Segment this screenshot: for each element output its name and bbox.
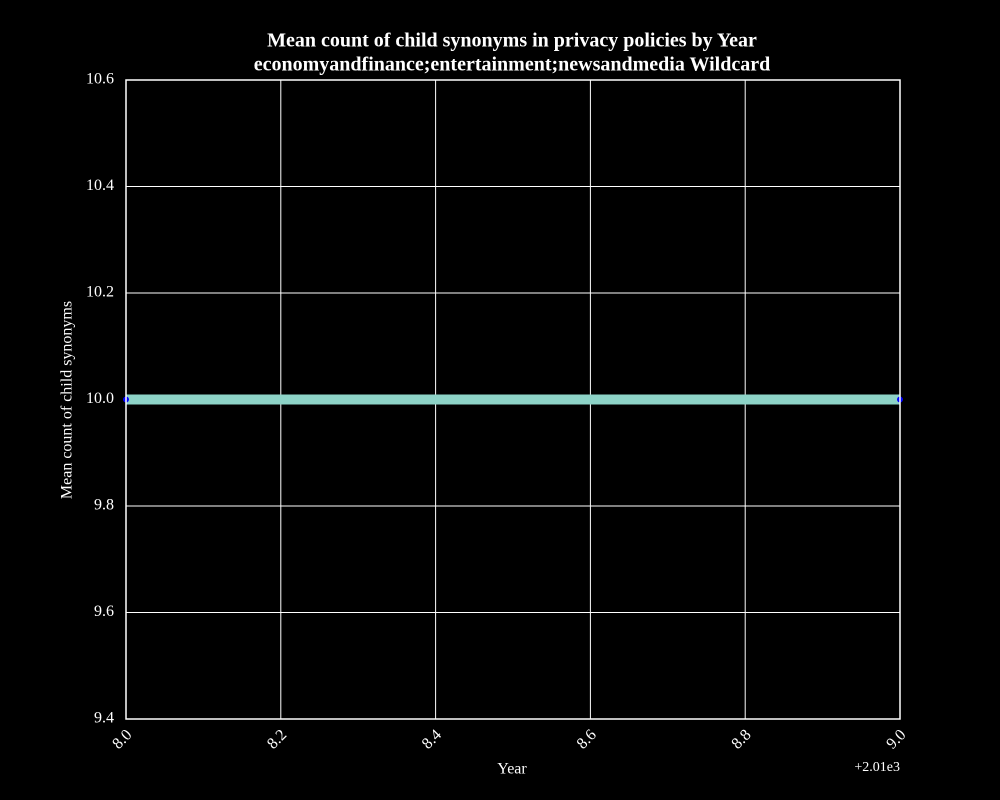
y-tick-label: 9.4 bbox=[94, 710, 114, 727]
chart-subtitle: economyandfinance;entertainment;newsandm… bbox=[254, 54, 770, 76]
y-tick-label: 10.4 bbox=[86, 177, 114, 194]
y-tick-label: 10.6 bbox=[86, 71, 114, 88]
y-tick-label: 10.2 bbox=[86, 284, 114, 301]
y-tick-label: 9.8 bbox=[94, 497, 114, 514]
y-tick-label: 10.0 bbox=[86, 390, 114, 407]
x-axis-label: Year bbox=[497, 761, 527, 778]
x-offset-label: +2.01e3 bbox=[854, 760, 900, 775]
y-axis-label: Mean count of child synonyms bbox=[59, 301, 76, 499]
chart-title: Mean count of child synonyms in privacy … bbox=[267, 30, 757, 52]
plot-frame bbox=[125, 79, 901, 720]
y-tick-label: 9.6 bbox=[94, 603, 114, 620]
